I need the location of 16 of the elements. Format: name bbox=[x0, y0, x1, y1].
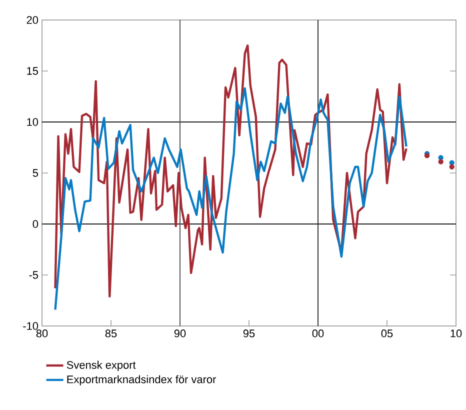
legend-label: Svensk export bbox=[66, 360, 136, 371]
y-tick-label: 10 bbox=[27, 118, 38, 126]
x-tick-label: 90 bbox=[174, 330, 186, 338]
x-tick-label: 10 bbox=[450, 330, 462, 338]
y-tick-label: -5 bbox=[29, 271, 38, 279]
y-tick-label: 5 bbox=[32, 169, 38, 177]
x-tick-label: 00 bbox=[312, 330, 324, 338]
legend-label: Exportmarknadsindex för varor bbox=[67, 375, 216, 386]
x-tick-label: 05 bbox=[381, 330, 393, 338]
x-tick-label: 95 bbox=[243, 330, 255, 338]
x-tick-label: 85 bbox=[105, 330, 117, 338]
y-tick-label: 15 bbox=[27, 67, 38, 75]
y-tick-label: 0 bbox=[32, 220, 38, 228]
y-tick-label: -10 bbox=[23, 322, 38, 330]
x-tick-label: 80 bbox=[36, 330, 48, 338]
y-tick-label: 20 bbox=[26, 16, 38, 24]
